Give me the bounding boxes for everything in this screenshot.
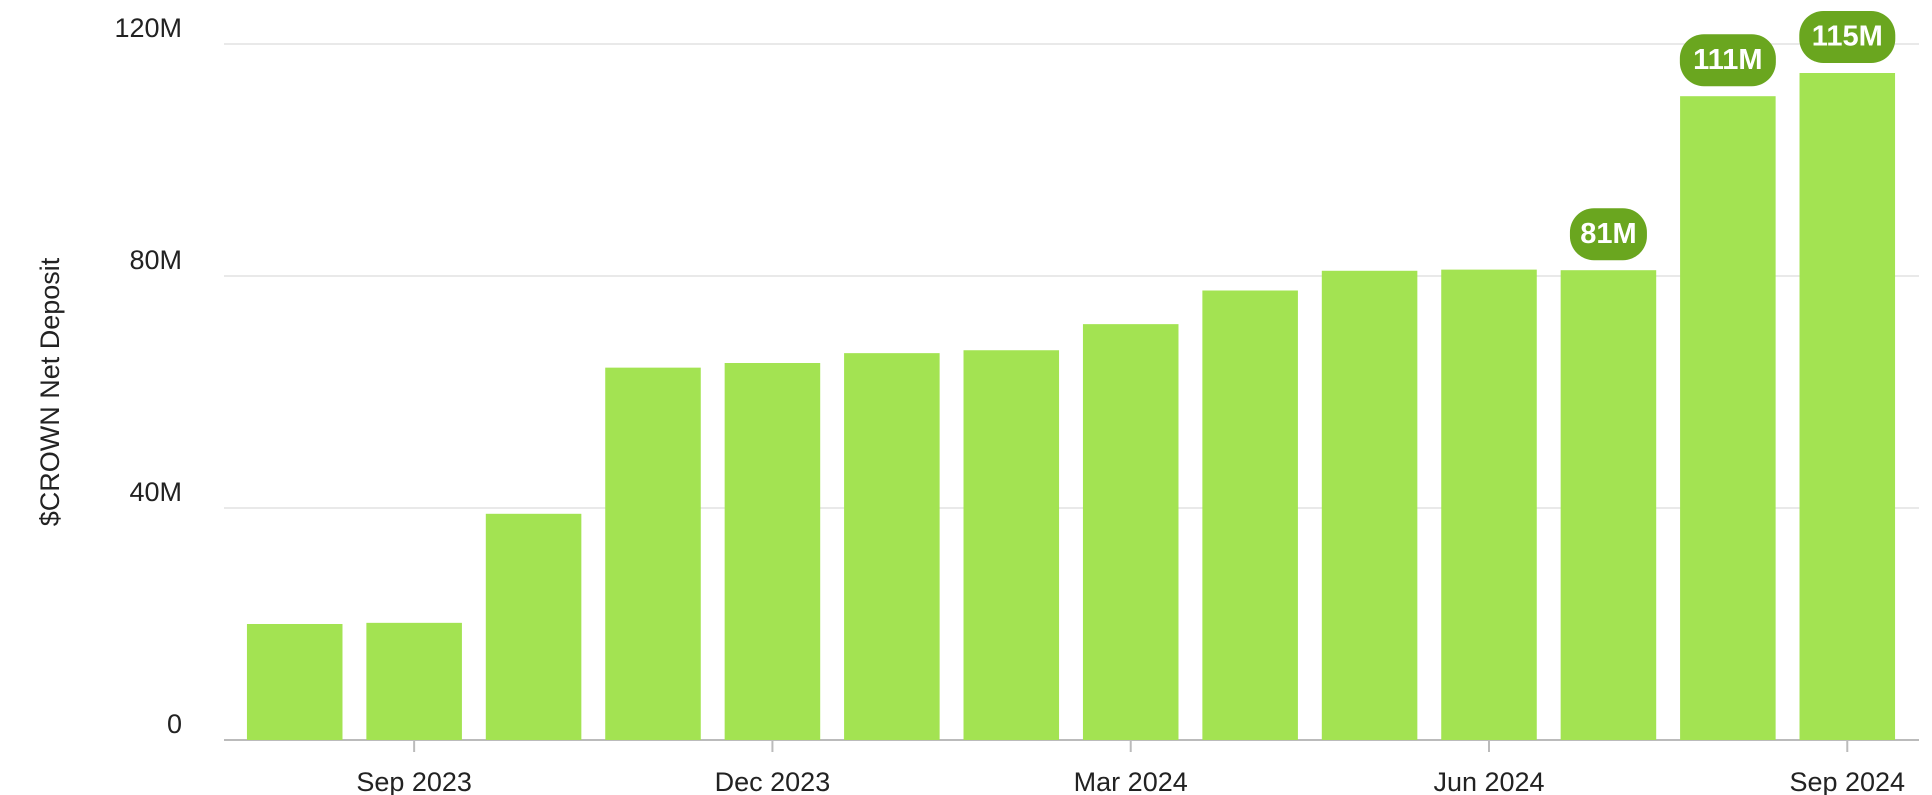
- bar: [605, 367, 701, 740]
- bar: [1680, 96, 1776, 740]
- bar: [485, 513, 582, 740]
- bar: [1560, 270, 1657, 740]
- value-label-pill: [1799, 11, 1896, 63]
- x-tick-label: Dec 2023: [715, 767, 831, 795]
- bar: [1202, 290, 1298, 740]
- bar: [1321, 270, 1418, 740]
- bar: [246, 624, 343, 740]
- bar: [1799, 73, 1896, 740]
- value-label: 115M: [1812, 21, 1883, 53]
- x-tick-label: Sep 2023: [356, 767, 472, 795]
- x-tick-label: Jun 2024: [1433, 767, 1544, 795]
- x-tick-label: Sep 2024: [1789, 767, 1905, 795]
- value-label: 111M: [1693, 44, 1762, 76]
- y-axis-title: $CROWN Net Deposit: [35, 257, 65, 526]
- bar: [724, 363, 821, 740]
- bar: [963, 350, 1060, 740]
- y-tick-label: 120M: [114, 13, 182, 43]
- bar: [1441, 269, 1537, 740]
- value-label-pill: [1569, 208, 1647, 261]
- value-label-pill: [1679, 34, 1776, 87]
- x-tick-label: Mar 2024: [1074, 767, 1188, 795]
- y-tick-label: 0: [167, 709, 182, 739]
- bar: [366, 622, 462, 740]
- value-label: 81M: [1580, 218, 1636, 250]
- y-tick-label: 80M: [129, 245, 182, 275]
- bar: [1082, 324, 1179, 740]
- bar: [844, 353, 940, 740]
- y-tick-label: 40M: [129, 477, 182, 507]
